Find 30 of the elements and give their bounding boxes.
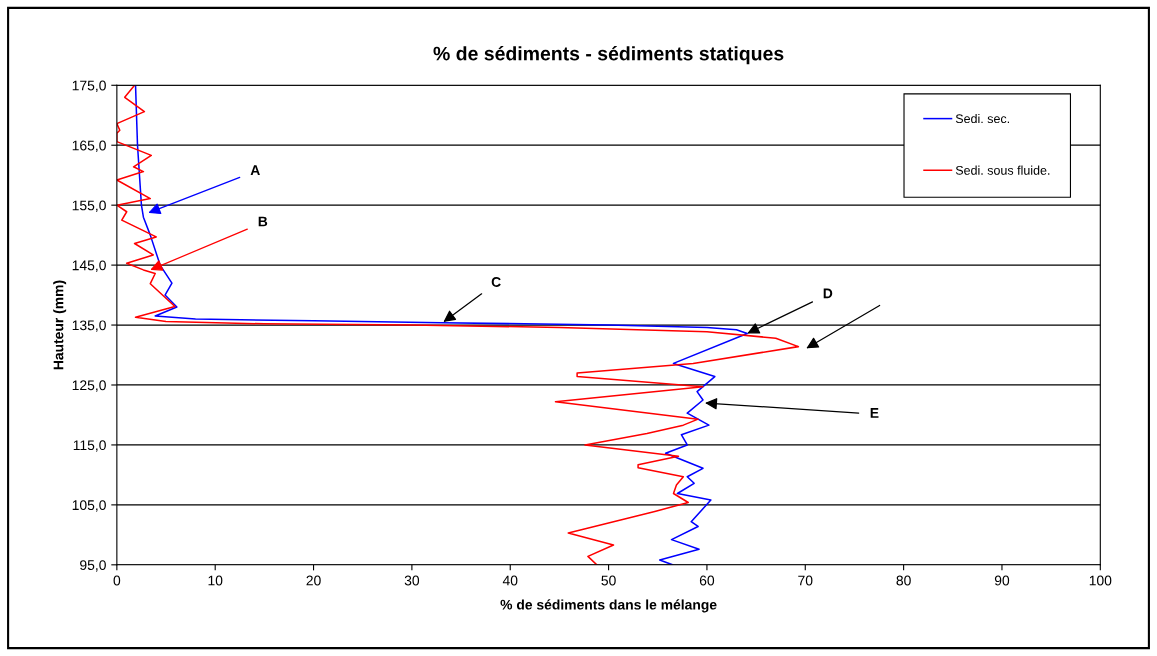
- x-tick-label: 20: [306, 575, 321, 586]
- legend-label: Sedi. sec.: [955, 113, 1010, 124]
- x-tick-label: 50: [601, 575, 616, 586]
- x-tick-label: 0: [113, 575, 121, 586]
- x-tick-label: 30: [404, 575, 420, 586]
- y-tick-label: 125,0: [72, 380, 106, 392]
- annotation: C: [491, 277, 501, 287]
- y-tick-label: 145,0: [72, 260, 106, 272]
- chart-title: % de sédiments - sédiments statiques: [433, 46, 784, 65]
- y-tick-label: 155,0: [72, 200, 106, 212]
- annotation: E: [870, 408, 879, 418]
- x-tick-label: 90: [994, 575, 1010, 586]
- y-tick-label: 165,0: [72, 140, 106, 153]
- x-axis-title: % de sédiments dans le mélange: [500, 599, 717, 613]
- y-tick-label: 175,0: [72, 80, 106, 93]
- y-tick-label: 135,0: [72, 320, 106, 332]
- annotation: A: [250, 165, 260, 175]
- x-tick-label: 70: [798, 575, 813, 586]
- x-tick-label: 40: [502, 575, 518, 586]
- x-tick-label: 10: [208, 575, 223, 586]
- legend-label: Sedi. sous fluide.: [955, 165, 1050, 175]
- annotation: D: [823, 288, 833, 299]
- y-axis-title: Hauteur (mm): [53, 280, 67, 370]
- x-tick-label: 60: [699, 575, 715, 586]
- y-tick-label: 95,0: [80, 560, 106, 572]
- annotation: B: [258, 216, 268, 227]
- x-tick-label: 80: [896, 575, 911, 586]
- x-tick-label: 100: [1089, 575, 1112, 586]
- y-tick-label: 115,0: [73, 440, 106, 452]
- y-tick-label: 105,0: [72, 500, 106, 512]
